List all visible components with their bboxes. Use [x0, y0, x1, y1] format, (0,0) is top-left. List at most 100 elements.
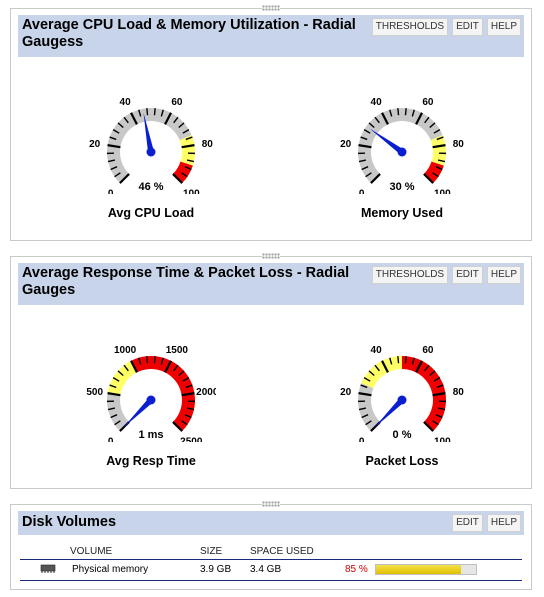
gauge-value: 30 % [389, 181, 415, 193]
needle-hub [397, 147, 407, 157]
tick-mark [107, 392, 121, 397]
tick-mark [432, 144, 446, 149]
tick-label: 80 [453, 387, 465, 398]
tick-label: 60 [422, 97, 434, 108]
needle-hub [146, 147, 156, 157]
scale-warning-band [179, 135, 195, 166]
tick-label: 80 [453, 139, 465, 150]
tick-mark [429, 122, 436, 129]
tick-mark [363, 128, 371, 134]
gauge-dial: 0 20 40 60 80 100 [340, 345, 465, 447]
help-button[interactable]: HELP [486, 266, 521, 284]
tick-label: 20 [89, 139, 101, 150]
tick-mark [365, 172, 372, 178]
tick-mark [423, 421, 434, 432]
drag-handle[interactable] [262, 253, 280, 259]
tick-mark [109, 384, 117, 389]
panel-title: Average Response Time & Packet Loss - Ra… [22, 265, 349, 299]
tick-mark [433, 128, 441, 134]
tick-mark [389, 357, 393, 365]
tick-label: 500 [86, 387, 103, 398]
scale-warning-band [430, 135, 446, 166]
tick-mark [153, 356, 156, 364]
tick-label: 0 [108, 436, 114, 442]
drag-handle[interactable] [262, 5, 280, 11]
thresholds-button[interactable]: THRESHOLDS [371, 266, 449, 284]
tick-mark [172, 173, 183, 184]
tick-mark [374, 364, 380, 372]
tick-mark [173, 116, 179, 124]
gauge-memory: 0 20 40 60 80 100 [337, 79, 467, 199]
tick-mark [112, 376, 120, 382]
tick-mark [146, 108, 149, 116]
scale-normal-band [107, 108, 192, 184]
scale-normal-band [358, 383, 381, 432]
scale-critical-band [402, 356, 446, 432]
tick-mark [423, 173, 434, 184]
tick-mark [435, 166, 443, 171]
tick-label: 60 [422, 345, 434, 356]
tick-mark [114, 172, 121, 178]
tick-label: 0 [108, 188, 114, 194]
tick-mark [186, 159, 195, 163]
gauge-value: 1 ms [138, 429, 164, 441]
gauge-label: Avg CPU Load [107, 206, 195, 220]
gauge-dial: 0 500 1000 1500 2000 2500 [86, 345, 218, 447]
drag-handle[interactable] [262, 501, 280, 507]
tick-mark [389, 109, 393, 117]
tick-mark [404, 356, 407, 364]
tick-mark [164, 360, 172, 373]
tick-mark [360, 136, 368, 141]
tick-mark [429, 370, 436, 377]
usage-bar-fill [376, 564, 461, 574]
table-row[interactable]: Physical memory 3.9 GB 3.4 GB 85 % [20, 559, 522, 581]
gauge-label: Packet Loss [365, 454, 439, 468]
gauge-value: 46 % [138, 181, 164, 193]
edit-button[interactable]: EDIT [452, 266, 483, 284]
scale-normal-band [358, 108, 443, 184]
title-line-1: Average CPU Load & Memory Utilization - … [22, 17, 356, 33]
tick-label: 20 [340, 139, 352, 150]
tick-mark [363, 376, 371, 382]
tick-mark [358, 392, 372, 397]
edit-button[interactable]: EDIT [452, 18, 483, 36]
gauge-needle [143, 112, 154, 153]
title-line-1: Average Response Time & Packet Loss - Ra… [22, 265, 350, 281]
help-button[interactable]: HELP [486, 514, 521, 532]
tick-mark [185, 384, 193, 389]
tick-mark [182, 376, 190, 382]
edit-button[interactable]: EDIT [452, 514, 483, 532]
tick-mark [358, 159, 367, 163]
tick-mark [185, 136, 193, 141]
tick-mark [107, 407, 116, 411]
gauge-packet-loss: 0 20 40 60 80 100 [337, 327, 467, 447]
tick-mark [368, 122, 375, 129]
tick-mark [424, 116, 430, 124]
help-button[interactable]: HELP [486, 18, 521, 36]
tick-mark [160, 109, 164, 117]
tick-label: 2500 [180, 436, 203, 442]
tick-mark [172, 421, 183, 432]
volume-name[interactable]: Physical memory [70, 559, 200, 581]
tick-label: 0 [359, 188, 365, 194]
tick-mark [436, 384, 444, 389]
tick-mark [110, 166, 118, 171]
gauge-cpu: 0 20 40 60 80 100 [86, 79, 216, 199]
tick-mark [404, 108, 407, 116]
title-line-2: Gauges [22, 282, 76, 298]
thresholds-button[interactable]: THRESHOLDS [371, 18, 449, 36]
tick-mark [381, 112, 389, 125]
tick-label: 100 [434, 436, 451, 442]
panel-header: Average CPU Load & Memory Utilization - … [18, 15, 524, 57]
column-header-space-used: SPACE USED [250, 545, 345, 560]
tick-mark [437, 407, 446, 411]
percent-column-header [345, 545, 375, 560]
tick-mark [370, 173, 381, 184]
tick-mark [109, 136, 117, 141]
tick-mark [107, 144, 121, 149]
tick-mark [153, 108, 156, 116]
scale-critical-band [423, 161, 444, 184]
usage-bar [375, 563, 477, 575]
tick-mark [123, 364, 129, 372]
tick-mark [415, 112, 423, 125]
